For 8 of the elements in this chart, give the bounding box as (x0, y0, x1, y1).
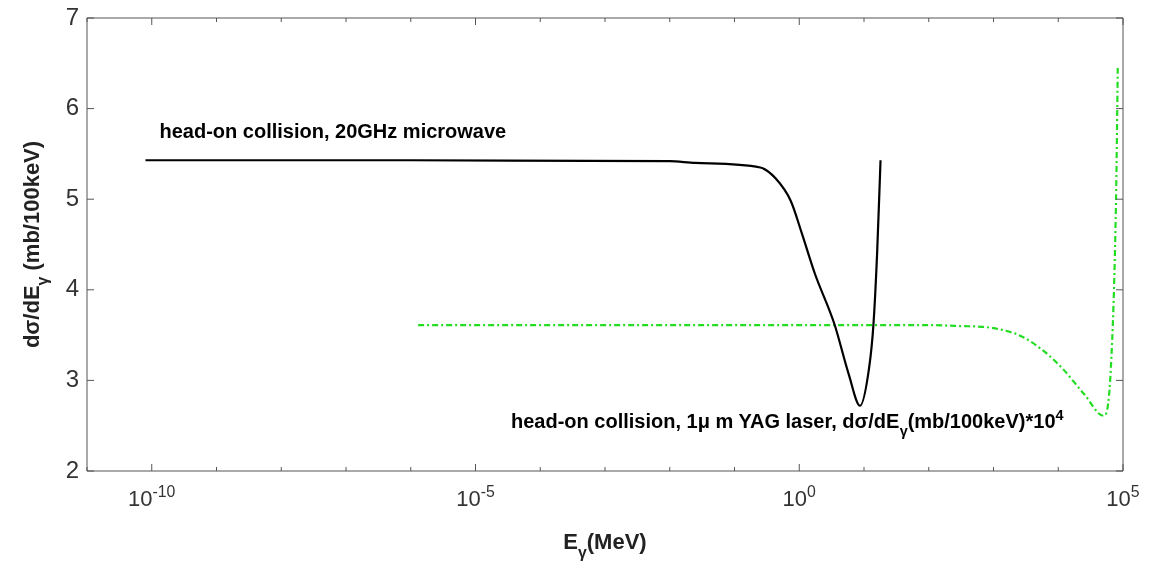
y-tick-label: 5 (65, 183, 79, 211)
y-tick-label: 3 (65, 365, 79, 393)
y-tick-label: 4 (65, 274, 79, 302)
y-axis-title: dσ/dEγ (mb/100keV) (19, 140, 52, 349)
series-label: head-on collision, 20GHz microwave (159, 120, 507, 143)
y-tick-label: 2 (65, 455, 79, 483)
y-tick-label: 7 (65, 2, 79, 30)
y-tick-label: 6 (65, 93, 79, 121)
